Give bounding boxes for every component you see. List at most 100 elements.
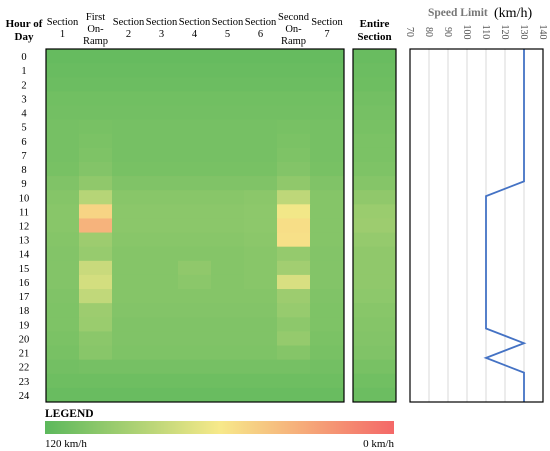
heatmap-cell [277, 260, 311, 276]
heatmap-cell [310, 373, 345, 389]
heatmap-cell [112, 260, 146, 276]
legend-title: LEGEND [45, 408, 94, 420]
heatmap-cell [244, 91, 278, 106]
heatmap-cell [277, 331, 311, 347]
heatmap-cell [46, 161, 80, 177]
heatmap-cell [79, 274, 113, 290]
heatmap-cell [178, 317, 212, 332]
heatmap-cell [277, 246, 311, 262]
heatmap-cell [178, 331, 212, 347]
heatmap-cell [178, 218, 212, 234]
heatmap-cell [211, 345, 245, 361]
heatmap-cell [178, 359, 212, 375]
heatmap-cell [79, 105, 113, 121]
heatmap-cell [79, 218, 113, 234]
heatmap-cell [178, 204, 212, 219]
heatmap-cell [244, 119, 278, 135]
entire-section-border [352, 48, 397, 403]
entire-section-cell [353, 133, 396, 149]
heatmap-cell [277, 190, 311, 205]
entire-section-cell [353, 274, 396, 290]
heatmap-cell [244, 387, 278, 403]
heatmap-cell [112, 49, 146, 64]
heatmap-cell [79, 77, 113, 92]
hour-label: 11 [19, 207, 29, 218]
heatmap-cell [79, 289, 113, 304]
hour-label: 4 [21, 109, 27, 120]
heatmap-cell [178, 246, 212, 262]
heatmap-cell [46, 232, 80, 248]
column-header: Section 4 [179, 17, 211, 40]
heatmap-cell [211, 246, 245, 262]
heatmap-cell [145, 77, 179, 92]
heatmap-cell [112, 303, 146, 318]
heatmap-cell [112, 190, 146, 205]
entire-section-header-line2: Section [357, 31, 391, 43]
heatmap-cell [79, 317, 113, 332]
heatmap-cell [145, 373, 179, 389]
heatmap-cell [310, 317, 345, 332]
hour-label: 2 [21, 80, 26, 91]
heatmap-cell [79, 147, 113, 163]
heatmap-cell [46, 105, 80, 121]
heatmap-cell [112, 119, 146, 135]
heatmap-cell [277, 387, 311, 403]
hour-label: 1 [21, 66, 26, 77]
heatmap-cell [112, 246, 146, 262]
heatmap-cell [277, 147, 311, 163]
heatmap-cell [211, 218, 245, 234]
heatmap-cell [145, 161, 179, 177]
heatmap-cell [145, 133, 179, 149]
heatmap-cell [211, 289, 245, 304]
heatmap-cell [277, 289, 311, 304]
heatmap-cell [145, 176, 179, 191]
speed-limit-title: Speed Limit [428, 7, 488, 19]
heatmap-cell [178, 133, 212, 149]
heatmap-cell [112, 232, 146, 248]
heatmap-cell [145, 49, 179, 64]
hour-header-line2: Day [15, 31, 34, 43]
heatmap-cell [211, 147, 245, 163]
heatmap-cell [178, 63, 212, 78]
heatmap-cell [46, 91, 80, 106]
heatmap-cell [310, 63, 345, 78]
heatmap-cell [79, 232, 113, 248]
hour-label: 21 [19, 349, 30, 360]
entire-section-cell [353, 161, 396, 177]
heatmap-cell [46, 246, 80, 262]
hour-label: 23 [19, 377, 30, 388]
heatmap-cell [46, 274, 80, 290]
heatmap-cell [178, 176, 212, 191]
heatmap-cell [211, 359, 245, 375]
heatmap-cell [79, 359, 113, 375]
entire-section-cell [353, 331, 396, 347]
heatmap-cell [244, 359, 278, 375]
heatmap-cell [145, 63, 179, 78]
heatmap-cell [211, 331, 245, 347]
heatmap-cell [112, 289, 146, 304]
heatmap-cell [211, 176, 245, 191]
entire-section-cell [353, 345, 396, 361]
heatmap-cell [277, 204, 311, 219]
heatmap-cell [145, 289, 179, 304]
hour-label: 12 [19, 222, 30, 233]
heatmap-cell [145, 232, 179, 248]
heatmap-cell [277, 105, 311, 121]
heatmap-cell [310, 303, 345, 318]
heatmap-cell [112, 387, 146, 403]
heatmap-cell [178, 190, 212, 205]
heatmap-cell [145, 359, 179, 375]
hour-label: 22 [19, 363, 30, 374]
entire-section-cell [353, 105, 396, 121]
speed-limit-unit: (km/h) [494, 6, 532, 21]
heatmap-cell [244, 161, 278, 177]
heatmap-cell [79, 91, 113, 106]
hour-label: 16 [19, 278, 30, 289]
heatmap-cell [211, 260, 245, 276]
heatmap-cell [310, 232, 345, 248]
speed-limit-tick-label: 80 [423, 27, 434, 37]
hour-label: 8 [21, 165, 26, 176]
hour-label: 24 [19, 391, 30, 402]
heatmap-cell [211, 190, 245, 205]
legend-min-label: 120 km/h [45, 438, 87, 450]
